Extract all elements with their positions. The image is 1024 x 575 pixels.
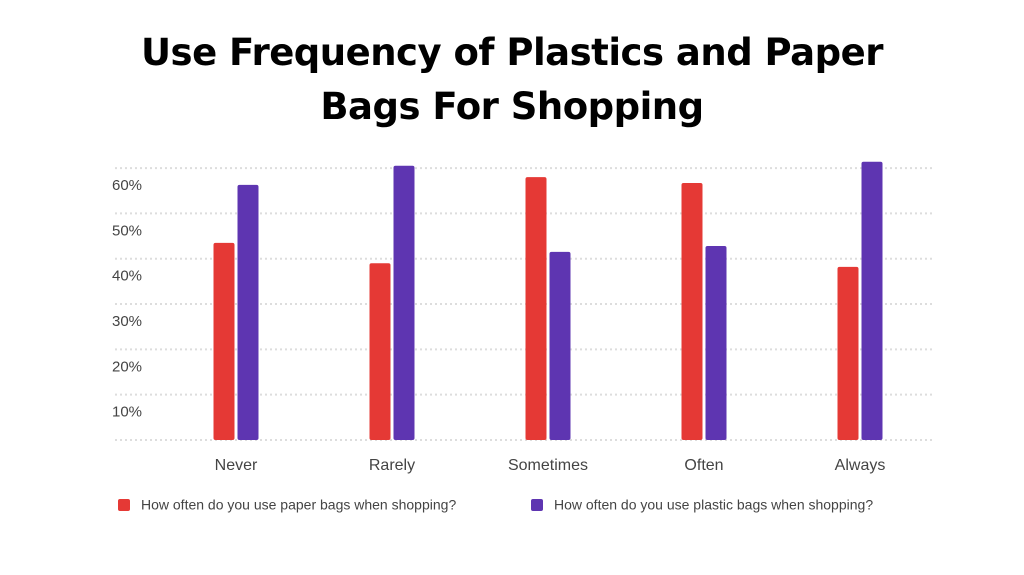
bar xyxy=(837,266,859,440)
x-tick-label: Sometimes xyxy=(508,457,588,474)
x-tick-label: Rarely xyxy=(369,457,415,474)
bar xyxy=(213,242,235,440)
y-tick-label: 60% xyxy=(112,177,142,194)
legend-swatch xyxy=(531,499,543,511)
bar xyxy=(549,251,571,440)
bar xyxy=(369,263,391,440)
legend-swatch xyxy=(118,499,130,511)
bar xyxy=(705,246,727,440)
bar xyxy=(681,183,703,440)
legend-label: How often do you use plastic bags when s… xyxy=(554,497,873,513)
bar xyxy=(861,161,883,440)
y-tick-label: 20% xyxy=(112,358,142,375)
y-tick-label: 50% xyxy=(112,222,142,239)
x-tick-label: Always xyxy=(835,457,886,474)
y-tick-label: 10% xyxy=(112,404,142,421)
y-tick-label: 40% xyxy=(112,268,142,285)
chart-title: Use Frequency of Plastics and Paper Bags… xyxy=(141,31,883,128)
legend-label: How often do you use paper bags when sho… xyxy=(141,497,456,513)
bar xyxy=(237,184,259,440)
x-tick-label: Never xyxy=(215,457,258,474)
bar xyxy=(393,165,415,440)
bar xyxy=(525,177,547,440)
x-tick-label: Often xyxy=(684,457,723,474)
y-tick-label: 30% xyxy=(112,313,142,330)
